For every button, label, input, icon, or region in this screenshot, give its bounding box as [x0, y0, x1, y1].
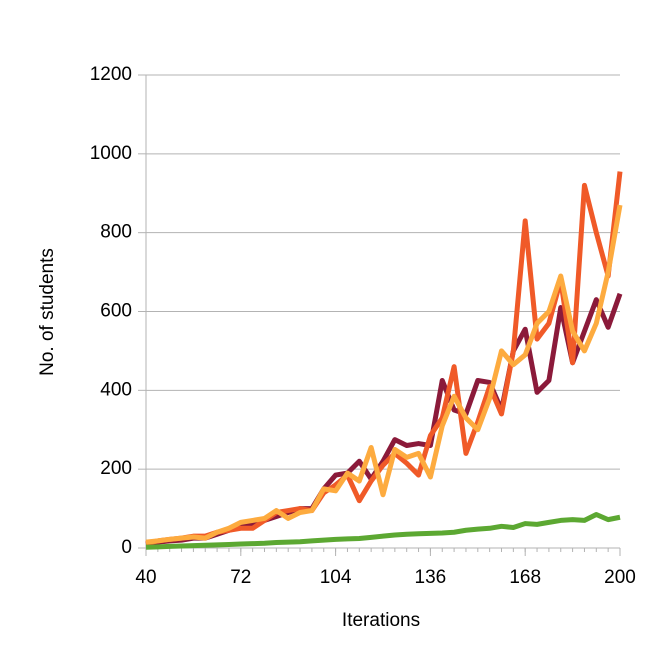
- y-tick-label: 0: [121, 537, 132, 558]
- x-tick-label: 136: [415, 567, 447, 588]
- x-axis-title: Iterations: [342, 610, 420, 631]
- y-tick-label: 600: [100, 301, 132, 322]
- x-tick-label: 168: [509, 567, 541, 588]
- y-tick-label: 400: [100, 379, 132, 400]
- series-line: [145, 292, 623, 547]
- series-line: [145, 511, 621, 550]
- x-tick-label: 40: [135, 567, 156, 588]
- series-line: [145, 204, 623, 545]
- x-tick-label: 104: [320, 567, 352, 588]
- y-tick-label: 1000: [90, 143, 132, 164]
- x-tick-label: 72: [230, 567, 251, 588]
- x-tick-label: 200: [604, 567, 636, 588]
- y-tick-label: 200: [100, 458, 132, 479]
- y-axis-title: No. of students: [37, 248, 58, 376]
- y-tick-label: 1200: [90, 64, 132, 85]
- y-tick-label: 800: [100, 222, 132, 243]
